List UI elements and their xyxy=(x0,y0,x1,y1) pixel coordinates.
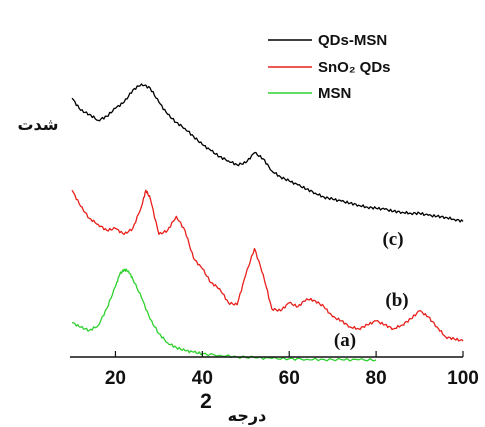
legend-entry-1: SnO₂ QDs xyxy=(318,59,391,76)
series-line-sno2-qds xyxy=(71,189,464,342)
x-axis-label: درجه xyxy=(228,406,267,425)
series-annotations: (c) (b) (a) xyxy=(334,229,409,351)
x-tick-label-40: 40 xyxy=(192,368,213,389)
legend-entry-0: QDs-MSN xyxy=(318,32,387,49)
series-points-1 xyxy=(71,190,464,341)
series-layer xyxy=(71,83,464,362)
series-annotation-0: (c) xyxy=(382,229,403,250)
series-line-qds-msn xyxy=(71,83,464,223)
x-tick-label-80: 80 xyxy=(366,368,387,389)
x-axis-label-number: 2 xyxy=(200,390,212,413)
series-line-msn xyxy=(71,268,377,362)
series-annotation-1: (b) xyxy=(385,290,408,311)
x-tick-label-20: 20 xyxy=(105,368,126,389)
x-tick-label-60: 60 xyxy=(279,368,300,389)
legend: QDs-MSN SnO₂ QDs MSN xyxy=(268,32,391,102)
series-annotation-2: (a) xyxy=(334,330,356,351)
series-points-2 xyxy=(71,269,377,361)
x-tick-label-100: 100 xyxy=(447,368,479,389)
series-points-0 xyxy=(71,84,464,222)
legend-entry-2: MSN xyxy=(318,85,351,102)
y-axis-label: شدت xyxy=(17,115,58,134)
x-axis: 20 40 60 80 100 xyxy=(70,351,479,389)
